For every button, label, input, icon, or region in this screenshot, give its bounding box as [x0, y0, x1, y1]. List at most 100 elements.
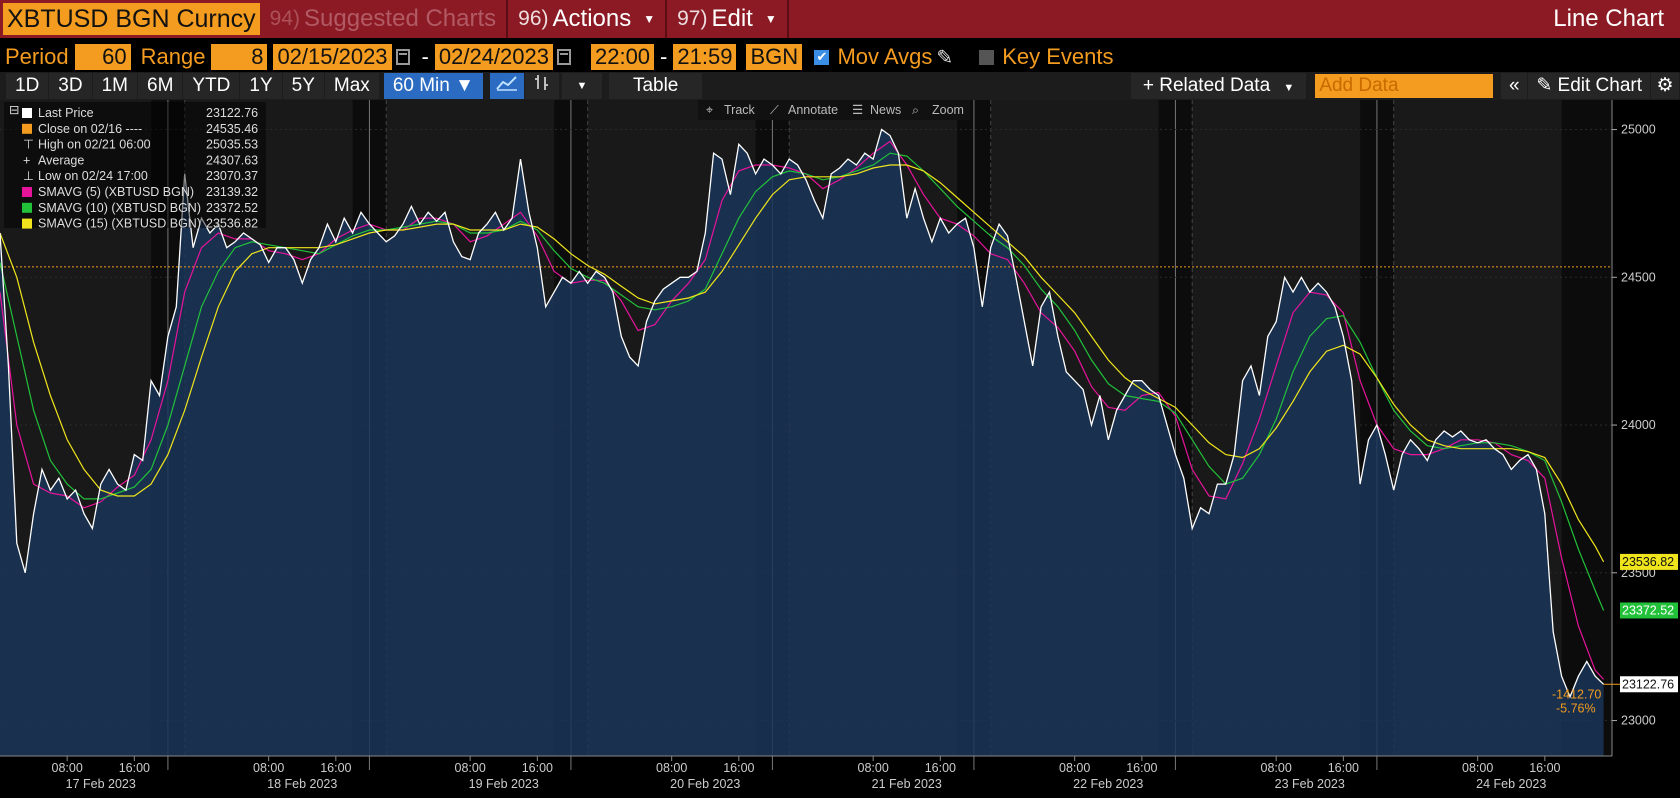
- source-input[interactable]: BGN: [746, 44, 803, 70]
- legend-swatch: [22, 187, 32, 197]
- legend-label: High on 02/21 06:00: [38, 138, 151, 152]
- annotate-label: Annotate: [788, 103, 838, 117]
- suggested-charts-button[interactable]: 94) Suggested Charts: [260, 0, 509, 38]
- calendar-icon[interactable]: [556, 49, 571, 65]
- edit-label: Edit: [711, 5, 753, 32]
- price-area-fill: [0, 129, 1604, 756]
- y-tick-label: 24500: [1621, 270, 1656, 284]
- legend-label: Close on 02/16 ----: [38, 122, 142, 136]
- zoom-tool[interactable]: ⌕ Zoom: [912, 103, 964, 117]
- legend-value: 23536.82: [206, 217, 258, 231]
- bar-chart-icon[interactable]: [524, 73, 559, 99]
- table-button[interactable]: Table: [608, 73, 703, 99]
- actions-label: Actions: [552, 5, 632, 32]
- x-day-label: 18 Feb 2023: [267, 777, 337, 791]
- range-1m-button[interactable]: 1M: [92, 73, 137, 99]
- period-input[interactable]: 60: [74, 44, 131, 70]
- smavg10-tag: [1620, 602, 1678, 619]
- chart-legend: Last Price 23122.76 Close on 02/16 ---- 245…: [4, 102, 266, 231]
- y-tick-label: 25000: [1621, 123, 1656, 137]
- smavg15-tag-value: 23536.82: [1622, 555, 1674, 569]
- end-time-input[interactable]: 21:59: [673, 44, 737, 70]
- range-1y-button[interactable]: 1Y: [240, 73, 282, 99]
- range-max-button[interactable]: Max: [324, 73, 379, 99]
- key-events-checkbox[interactable]: [979, 49, 995, 65]
- crosshair-icon: ⌖: [706, 103, 714, 117]
- edit-chart-label: Edit Chart: [1557, 75, 1642, 96]
- chart-style-dropdown-icon[interactable]: ▼: [561, 73, 602, 99]
- x-day-label: 24 Feb 2023: [1476, 777, 1546, 791]
- legend-swatch: [22, 218, 32, 229]
- zoom-label: Zoom: [932, 103, 964, 117]
- actions-number: 96): [518, 7, 549, 30]
- related-data-button[interactable]: + Related Data ▼: [1130, 73, 1307, 99]
- x-tick-label: 08:00: [253, 761, 284, 775]
- legend-value: 23372.52: [206, 201, 258, 215]
- range-3d-button[interactable]: 3D: [49, 73, 92, 99]
- x-tick-label: 08:00: [1261, 761, 1292, 775]
- legend-value: 23139.32: [206, 185, 258, 199]
- suggested-charts-label: Suggested Charts: [304, 5, 497, 32]
- news-tool[interactable]: ☰ News: [852, 103, 901, 117]
- date-separator: -: [421, 44, 429, 69]
- pencil-icon: ✎: [1536, 75, 1553, 96]
- edit-chart-button[interactable]: ✎ Edit Chart: [1528, 73, 1650, 99]
- legend-value: 23070.37: [206, 169, 258, 183]
- legend-label: SMAVG (10) (XBTUSD BGN): [38, 201, 201, 215]
- actions-menu-button[interactable]: 96) Actions ▼: [508, 0, 668, 38]
- change-percent: -5.76%: [1556, 701, 1596, 715]
- range-ytd-button[interactable]: YTD: [183, 73, 240, 99]
- legend-collapse-icon: ⊟: [9, 103, 19, 117]
- legend-label: SMAVG (5) (XBTUSD BGN): [38, 185, 194, 199]
- end-date-input[interactable]: 02/24/2023: [434, 44, 553, 70]
- series-line: [0, 128, 1605, 699]
- x-tick-label: 16:00: [119, 761, 150, 775]
- gear-icon[interactable]: ⚙: [1651, 73, 1679, 99]
- line-chart-icon[interactable]: [489, 73, 524, 99]
- mov-avgs-checkbox[interactable]: ✔: [814, 49, 830, 65]
- x-tick-label: 08:00: [858, 761, 889, 775]
- legend-label: Low on 02/24 17:00: [38, 169, 148, 183]
- track-label: Track: [724, 103, 756, 117]
- add-data-input[interactable]: [1315, 74, 1494, 98]
- series-lines: [0, 128, 1605, 699]
- start-date-input[interactable]: 02/15/2023: [273, 44, 392, 70]
- annotate-icon: ⟋: [770, 103, 780, 117]
- start-time-input[interactable]: 22:00: [590, 44, 655, 70]
- x-tick-label: 16:00: [320, 761, 351, 775]
- ticker-field[interactable]: XBTUSD BGN Curncy: [3, 3, 260, 35]
- range-6m-button[interactable]: 6M: [138, 73, 183, 99]
- legend-marker: +: [23, 153, 30, 167]
- news-label: News: [870, 103, 901, 117]
- suggested-charts-number: 94): [269, 7, 301, 30]
- chart-toolbar: 1D 3D 1M 6M YTD 1Y 5Y Max 60 Min ▼ ▼ Tab…: [0, 72, 1680, 100]
- calendar-icon[interactable]: [395, 49, 410, 65]
- track-tool[interactable]: ⌖ Track: [706, 103, 756, 117]
- chevron-down-icon: ▼: [764, 12, 777, 26]
- annotate-tool[interactable]: ⟋ Annotate: [770, 103, 838, 117]
- magnifier-icon: ⌕: [912, 103, 919, 117]
- period-row: Period 60 Range 8 02/15/2023 - 02/24/202…: [0, 43, 1680, 71]
- smavg10-tag-value: 23372.52: [1622, 603, 1674, 617]
- y-tick-label: 24000: [1621, 418, 1656, 432]
- legend-value: 25035.53: [206, 138, 258, 152]
- x-day-label: 17 Feb 2023: [66, 777, 136, 791]
- series-line: [0, 152, 1605, 611]
- range-1d-button[interactable]: 1D: [6, 73, 49, 99]
- chevron-down-icon: ▼: [1283, 82, 1295, 94]
- last-price-tag-value: 23122.76: [1622, 677, 1674, 691]
- collapse-icon[interactable]: «: [1501, 73, 1528, 99]
- chart-tools-bar: ⌖ Track ⟋ Annotate ☰ News ⌕ Zoom: [698, 100, 970, 120]
- smavg15-tag: [1620, 553, 1678, 570]
- range-5y-button[interactable]: 5Y: [282, 73, 324, 99]
- x-tick-label: 16:00: [1529, 761, 1560, 775]
- title-bar: XBTUSD BGN Curncy 94) Suggested Charts 9…: [0, 0, 1680, 38]
- time-separator: -: [660, 44, 668, 69]
- range-input[interactable]: 8: [211, 44, 268, 70]
- interval-dropdown[interactable]: 60 Min ▼: [383, 73, 483, 99]
- related-data-label: + Related Data: [1142, 75, 1271, 96]
- pencil-icon[interactable]: ✎: [936, 46, 954, 69]
- edit-menu-button[interactable]: 97) Edit ▼: [667, 0, 789, 38]
